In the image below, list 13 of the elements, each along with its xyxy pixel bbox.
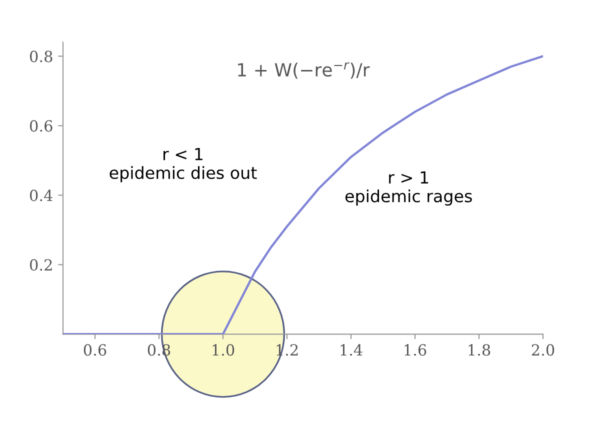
y-tick-label: 0.2 <box>30 259 52 271</box>
x-tick-label: 2.0 <box>532 344 554 356</box>
x-tick-label: 1.6 <box>404 344 426 356</box>
x-tick-label: 1.8 <box>468 344 490 356</box>
x-tick-label: 1.4 <box>340 344 362 356</box>
annotation: r < 1 epidemic dies out <box>110 148 257 182</box>
x-tick-label: 0.6 <box>84 344 106 356</box>
annotation: 1 + W(−re$^{−r}$)/r <box>238 62 370 79</box>
x-tick-label: 1.0 <box>212 344 234 356</box>
y-tick-label: 0.8 <box>30 50 52 62</box>
y-tick-label: 0.6 <box>30 120 52 132</box>
y-tick-label: 0.4 <box>30 190 53 202</box>
annotation: r > 1 epidemic rages <box>345 171 472 206</box>
